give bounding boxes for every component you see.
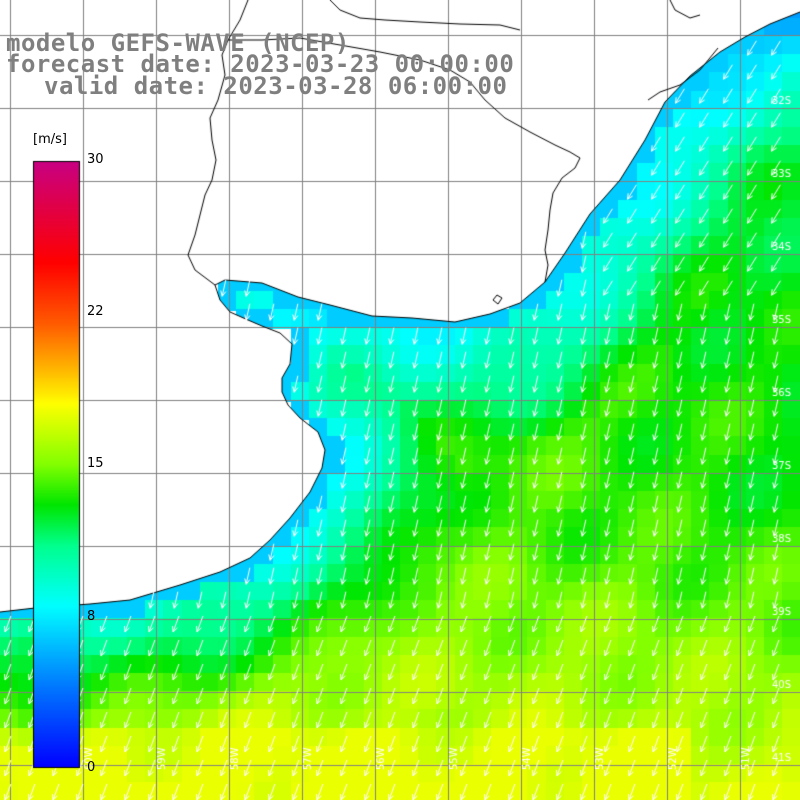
colorbar-tick-8: 8 (87, 609, 96, 624)
colorbar-unit: [m/s] (33, 132, 67, 147)
colorbar-tick-30: 30 (87, 152, 104, 167)
title-model: modelo GEFS-WAVE (NCEP) (6, 29, 350, 57)
colorbar-tick-22: 22 (87, 304, 104, 319)
colorbar-tick-0: 0 (87, 760, 96, 775)
colorbar-tick-15: 15 (87, 456, 104, 471)
title-valid-date: valid date: 2023-03-28 06:00:00 (44, 72, 508, 100)
title-forecast-date: forecast date: 2023-03-23 00:00:00 (6, 50, 515, 78)
